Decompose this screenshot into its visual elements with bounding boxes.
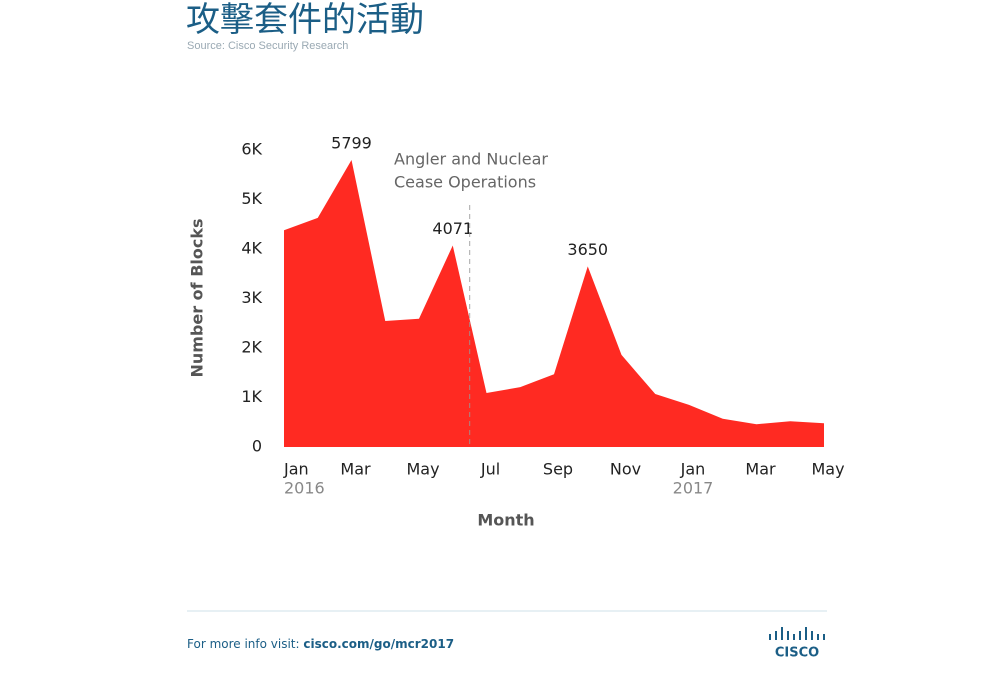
x-tick-label: Mar — [745, 460, 776, 479]
y-tick-label: 2K — [241, 338, 262, 357]
x-tick-label: Jan — [283, 460, 309, 479]
footer-prefix: For more info visit: — [187, 637, 303, 651]
annotation: Angler and Nuclear — [394, 150, 548, 169]
y-tick-label: 0 — [252, 437, 262, 456]
y-axis-label: Number of Blocks — [188, 218, 207, 377]
data-label: 3650 — [567, 240, 608, 259]
chart-title: 攻擊套件的活動 — [186, 0, 424, 40]
x-axis-label: Month — [477, 511, 534, 530]
y-tick-label: 4K — [241, 239, 262, 258]
y-tick-label: 5K — [241, 189, 262, 208]
year-label: 2017 — [673, 479, 714, 498]
x-tick-label: May — [406, 460, 439, 479]
source: Source: Cisco Security Research — [187, 40, 348, 52]
x-tick-label: Sep — [543, 460, 573, 479]
data-label: 5799 — [331, 133, 372, 152]
y-tick-label: 6K — [241, 140, 262, 159]
y-tick-label: 3K — [241, 288, 262, 307]
year-label: 2016 — [284, 479, 325, 498]
x-tick-label: May — [811, 460, 844, 479]
x-tick-label: Nov — [610, 460, 641, 479]
area — [284, 159, 824, 447]
x-tick-label: Jul — [480, 460, 500, 479]
data-label: 4071 — [432, 219, 473, 238]
y-tick-label: 1K — [241, 387, 262, 406]
annotation: Cease Operations — [394, 173, 536, 192]
logo: CISCO — [775, 646, 819, 661]
x-tick-label: Jan — [680, 460, 706, 479]
x-tick-label: Mar — [340, 460, 371, 479]
footer-text: For more info visit: cisco.com/go/mcr201… — [187, 637, 454, 651]
footer-link: cisco.com/go/mcr2017 — [303, 637, 454, 651]
logo-bars — [769, 627, 825, 640]
